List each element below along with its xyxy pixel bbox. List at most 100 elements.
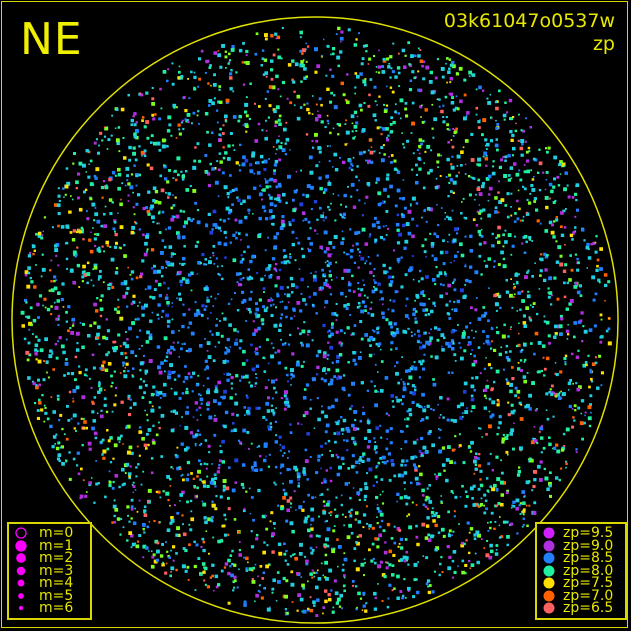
star-point (472, 484, 476, 488)
star-point (271, 409, 275, 413)
star-point (263, 168, 267, 171)
star-point (444, 212, 446, 214)
star-point (338, 341, 342, 345)
star-point (488, 193, 491, 196)
star-point (57, 453, 62, 457)
star-point (209, 330, 212, 333)
star-point (583, 421, 586, 425)
star-point (138, 385, 143, 390)
star-point (28, 328, 31, 331)
star-point (395, 347, 398, 350)
star-point (106, 329, 110, 333)
star-point (515, 172, 520, 177)
star-point (212, 252, 215, 254)
star-point (409, 204, 412, 207)
star-point (381, 600, 384, 602)
star-point (430, 355, 433, 358)
star-point (64, 184, 69, 189)
star-point (408, 63, 411, 66)
star-point (203, 516, 207, 520)
star-point (348, 482, 350, 484)
star-point (430, 328, 432, 331)
star-point (503, 323, 506, 327)
star-point (279, 466, 282, 469)
star-point (418, 138, 423, 142)
star-point (68, 477, 72, 481)
star-point (554, 393, 558, 397)
star-point (241, 290, 245, 294)
star-point (194, 401, 198, 405)
star-point (121, 182, 124, 185)
star-point (278, 268, 282, 272)
star-point (150, 267, 154, 270)
star-point (369, 336, 373, 340)
star-point (312, 600, 316, 604)
star-point (471, 176, 475, 180)
star-point (248, 212, 250, 215)
star-point (377, 510, 381, 513)
star-point (155, 558, 159, 562)
star-point (109, 461, 113, 464)
star-point (259, 468, 263, 472)
star-point (314, 47, 318, 52)
star-point (512, 154, 515, 157)
star-point (456, 107, 460, 111)
star-point (76, 451, 80, 455)
star-point (204, 439, 208, 442)
star-point (311, 548, 315, 552)
star-point (430, 534, 434, 539)
star-point (339, 213, 342, 216)
star-point (331, 610, 335, 614)
star-point (172, 341, 175, 344)
star-point (416, 542, 420, 547)
star-point (341, 386, 346, 391)
star-point (369, 270, 373, 275)
star-point (376, 537, 380, 541)
star-point (362, 513, 367, 517)
star-point (500, 346, 503, 349)
star-point (396, 213, 400, 217)
star-point (377, 65, 382, 69)
star-point (413, 578, 417, 582)
star-point (182, 303, 185, 306)
star-point (328, 383, 331, 386)
star-point (178, 292, 181, 296)
star-point (126, 174, 129, 178)
star-point (97, 390, 101, 394)
star-point (335, 421, 340, 426)
star-point (538, 430, 541, 433)
star-point (474, 467, 478, 471)
star-point (113, 340, 117, 344)
star-point (324, 553, 328, 557)
star-point (271, 222, 275, 226)
star-point (453, 419, 457, 423)
star-point (505, 344, 509, 348)
magnitude-label: m=3 (39, 562, 74, 579)
star-point (479, 483, 484, 488)
star-point (452, 550, 457, 554)
star-point (442, 416, 445, 419)
star-point (225, 236, 228, 239)
star-point (258, 445, 261, 448)
star-point (56, 299, 60, 303)
star-point (362, 411, 366, 416)
star-point (405, 114, 409, 118)
star-point (568, 278, 572, 282)
star-point (302, 587, 305, 590)
star-point (442, 284, 445, 287)
star-point (537, 370, 541, 374)
star-point (518, 322, 520, 325)
star-point (480, 273, 483, 276)
star-point (235, 161, 239, 165)
star-point (284, 608, 287, 611)
star-point (418, 88, 423, 93)
star-point (531, 188, 536, 192)
star-point (108, 470, 111, 473)
star-point (336, 455, 340, 459)
star-point (126, 424, 131, 429)
star-point (165, 355, 169, 359)
star-point (313, 427, 316, 429)
star-point (240, 375, 245, 379)
star-point (382, 59, 387, 63)
star-point (341, 277, 344, 280)
